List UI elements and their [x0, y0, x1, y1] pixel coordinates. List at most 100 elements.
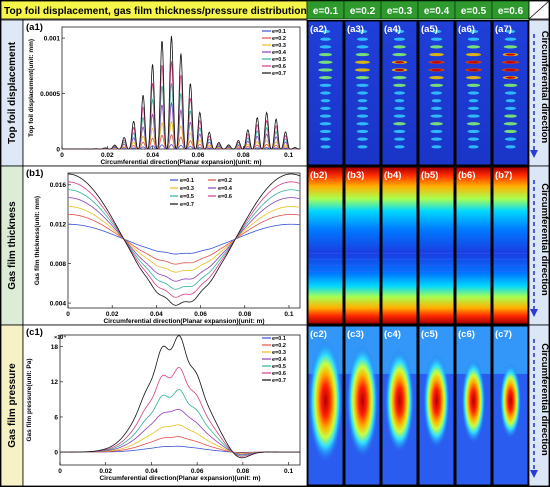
row-1: Gas film thickness Circumferential direct…: [0, 165, 550, 326]
e-label: e=0.4: [424, 6, 450, 17]
image-panel-label: (a6): [458, 24, 475, 35]
contour-band: [505, 29, 516, 34]
chart-2: 0 0.02 0.04 0.06 0.08 0.1 0 6 12 18 ×10⁴ Circumfere…: [26, 327, 301, 482]
image-panel-label: (a5): [421, 24, 438, 35]
legend-entry: e=0.4: [272, 50, 287, 56]
plot-area-frame: [61, 26, 301, 150]
contour-band: [320, 137, 331, 141]
x-tick-label: 0.02: [99, 468, 112, 475]
contour-image: (b6): [455, 166, 492, 325]
contour-core: [468, 68, 479, 72]
contour-band: [357, 106, 368, 110]
contour-band: [356, 45, 369, 49]
panel-label: (b1): [26, 168, 43, 179]
x-tick-label: 0: [66, 311, 70, 318]
contour-band: [505, 99, 516, 103]
contour-image: (c3): [344, 325, 381, 486]
y-tick-label: 18: [51, 344, 59, 351]
side-label: Gas film pressure: [7, 363, 18, 448]
contour-band: [394, 137, 405, 141]
contour-band: [466, 83, 481, 87]
legend-entry: e=0.6: [272, 64, 286, 70]
contour-core: [431, 68, 442, 72]
legend-entry: e=0.2: [272, 36, 286, 42]
image-panel-label: (b6): [458, 170, 475, 181]
contour-band: [430, 137, 443, 141]
contour-core: [468, 61, 479, 64]
x-tick-label: 0.06: [192, 152, 205, 159]
legend: e=0.1e=0.2e=0.3e=0.4e=0.5e=0.6e=0.7: [262, 336, 287, 384]
contour-image: (c6): [455, 325, 492, 486]
pressure-blob: [346, 344, 379, 458]
contour-image: (a4): [381, 20, 418, 166]
contour-band: [467, 114, 480, 118]
contour-core: [394, 61, 405, 64]
contour-image: (c7): [492, 325, 529, 486]
contour-band: [357, 137, 368, 141]
pressure-blob: [461, 358, 486, 444]
legend-entry: e=0.2: [218, 178, 232, 184]
contour-band: [466, 122, 481, 126]
contour-band: [394, 99, 405, 103]
y-tick-label: 0.012: [50, 222, 67, 229]
y-tick-label: 0.016: [50, 182, 67, 189]
y-axis-label: Gas film thickness(unit: mm): [34, 196, 41, 285]
e-label: e=0.5: [461, 6, 487, 17]
legend-entry: e=0.4: [218, 186, 233, 192]
pressure-blob: [308, 339, 343, 462]
legend-entry: e=0.3: [272, 350, 286, 356]
contour-core: [394, 68, 405, 72]
contour-image: (a7): [492, 20, 529, 166]
x-tick-label: 0.04: [150, 311, 163, 318]
contour-band: [318, 52, 333, 57]
series-line: [60, 335, 300, 459]
y-axis-label: Top foil displacement(unit: mm): [28, 39, 35, 137]
series-line: [68, 197, 301, 282]
header-title: Top foil displacement, gas film thicknes…: [4, 6, 307, 17]
contour-image: (b5): [418, 166, 455, 325]
panel-label: (c1): [26, 327, 43, 338]
contour-band: [356, 129, 369, 134]
chart-1: 0 0.02 0.04 0.06 0.08 0.1 0.004 0.008 0.012 0.016…: [26, 168, 301, 325]
contour-band: [430, 91, 443, 95]
series-line: [62, 35, 301, 150]
plot-area-frame: [59, 334, 301, 466]
legend-entry: e=0.5: [180, 194, 194, 200]
image-panel-label: (b2): [310, 170, 327, 181]
x-tick-label: 0.06: [191, 468, 204, 475]
panel-label: (a1): [26, 22, 43, 33]
legend: e=0.1e=0.2e=0.3e=0.4e=0.5e=0.6e=0.7: [262, 29, 287, 77]
image-panel-label: (b7): [495, 170, 512, 181]
contour-band: [468, 99, 479, 103]
contour-band: [319, 83, 332, 87]
image-panel-label: (b5): [421, 170, 438, 181]
x-tick-label: 0.02: [106, 311, 119, 318]
legend-entry: e=0.5: [272, 364, 286, 370]
contour-band: [355, 76, 370, 80]
contour-image: (a2): [307, 20, 344, 166]
contour-band: [430, 129, 443, 134]
image-panel-label: (c4): [384, 329, 401, 340]
contour-band: [504, 137, 517, 141]
image-panel-label: (c3): [347, 329, 364, 340]
contour-band: [356, 83, 369, 87]
y-tick-label: 12: [51, 379, 59, 386]
contour-band: [394, 145, 405, 149]
contour-band: [429, 76, 444, 80]
contour-background: [493, 167, 528, 324]
contour-background: [456, 167, 491, 324]
image-panel-label: (c7): [495, 329, 512, 340]
contour-band: [357, 145, 368, 149]
contour-band: [467, 91, 480, 95]
header-row: Top foil displacement, gas film thicknes…: [0, 0, 550, 20]
series-line: [67, 181, 301, 298]
chart-cell: [22, 324, 308, 487]
side-label: Gas film thickness: [7, 201, 18, 290]
contour-band: [393, 37, 406, 41]
x-tick-label: 0.08: [238, 311, 251, 318]
contour-band: [320, 99, 331, 103]
contour-band: [392, 52, 407, 57]
contour-band: [504, 114, 517, 118]
x-tick-label: 0.06: [194, 311, 207, 318]
